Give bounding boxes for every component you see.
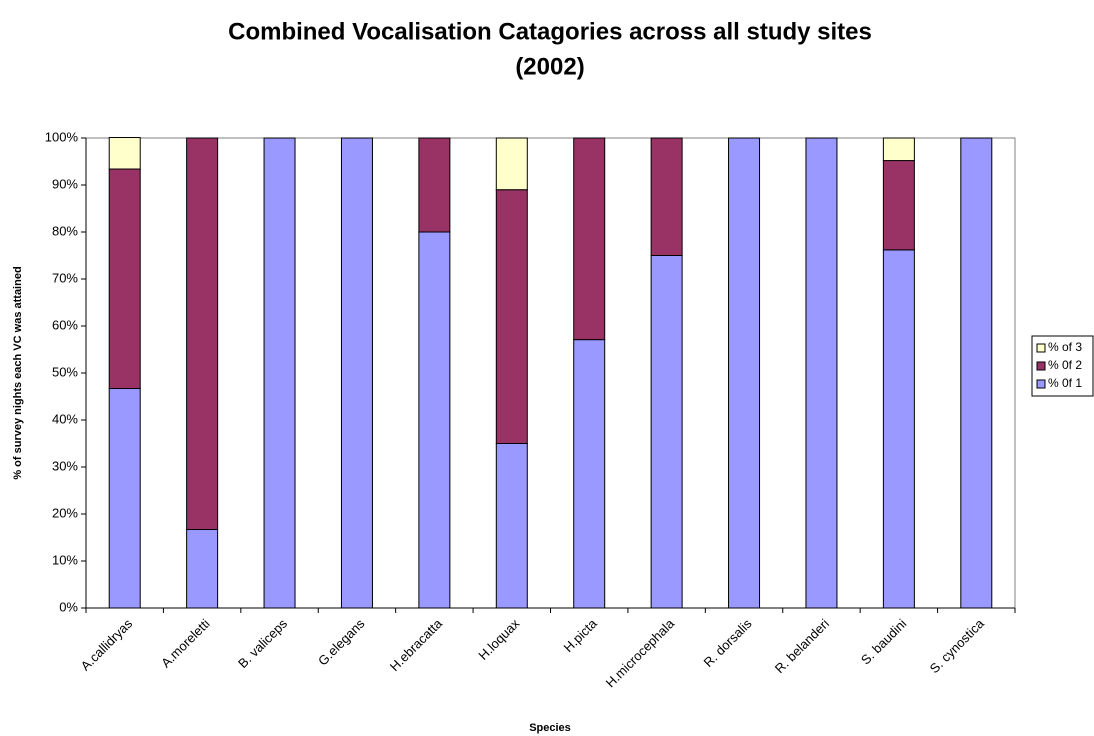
chart-title: Combined Vocalisation Catagories across … bbox=[228, 18, 872, 45]
y-tick-label: 80% bbox=[52, 223, 78, 238]
x-tick-label: H.ebracatta bbox=[387, 615, 446, 674]
bar-segment bbox=[186, 529, 219, 609]
y-tick-label: 100% bbox=[45, 129, 79, 144]
bar-segment bbox=[882, 249, 915, 609]
y-tick-label: 90% bbox=[52, 176, 78, 191]
legend-label: % of 3 bbox=[1048, 340, 1082, 354]
bar-segment bbox=[650, 255, 683, 609]
bar-segment bbox=[573, 339, 606, 609]
y-tick-label: 50% bbox=[52, 364, 78, 379]
bar-segment bbox=[418, 137, 451, 233]
x-tick-label: A.moreletti bbox=[158, 616, 213, 671]
x-tick-label: R. dorsalis bbox=[701, 616, 755, 670]
x-tick-label: H.picta bbox=[561, 615, 601, 655]
bar-segment bbox=[418, 231, 451, 609]
y-axis-label: % of survey nights each VC was attained bbox=[12, 266, 24, 479]
y-tick-label: 20% bbox=[52, 505, 78, 520]
bar-segment bbox=[108, 168, 141, 390]
x-tick-label: R. belanderi bbox=[772, 616, 832, 676]
x-tick-label: H.loquax bbox=[475, 616, 522, 663]
bar-segment bbox=[805, 137, 838, 609]
bar-segment bbox=[108, 137, 141, 170]
x-tick-label: G.elegans bbox=[315, 616, 368, 669]
bar-segment bbox=[960, 137, 993, 609]
bar-segment bbox=[495, 189, 528, 444]
x-tick-label: A.callidryas bbox=[78, 616, 136, 674]
bar-segment bbox=[340, 137, 373, 609]
y-tick-label: 60% bbox=[52, 317, 78, 332]
legend-swatch bbox=[1036, 379, 1046, 389]
bar-segment bbox=[186, 137, 219, 531]
legend-swatch bbox=[1036, 361, 1046, 371]
x-axis-label: Species bbox=[529, 722, 571, 734]
legend-swatch bbox=[1036, 343, 1046, 353]
x-tick-label: B. valiceps bbox=[235, 616, 290, 671]
bar-segment bbox=[495, 137, 528, 191]
bar-segment bbox=[263, 137, 296, 609]
bar-segment bbox=[882, 160, 915, 251]
x-tick-label: S. cynostica bbox=[927, 615, 988, 676]
bar-segment bbox=[650, 137, 683, 256]
y-tick-label: 0% bbox=[59, 599, 78, 614]
y-tick-label: 30% bbox=[52, 458, 78, 473]
x-tick-label: S. baudini bbox=[858, 616, 910, 668]
bar-segment bbox=[882, 137, 915, 162]
plot-area bbox=[85, 137, 1016, 609]
y-tick-label: 70% bbox=[52, 270, 78, 285]
bar-segment bbox=[495, 443, 528, 609]
x-tick-label: H.microcephala bbox=[603, 615, 678, 690]
y-tick-label: 10% bbox=[52, 552, 78, 567]
y-tick-label: 40% bbox=[52, 411, 78, 426]
legend-label: % 0f 2 bbox=[1048, 358, 1082, 372]
legend-label: % 0f 1 bbox=[1048, 376, 1082, 390]
bar-segment bbox=[108, 388, 141, 609]
bar-segment bbox=[573, 137, 606, 341]
bar-segment bbox=[728, 137, 761, 609]
chart-title: (2002) bbox=[515, 53, 584, 80]
